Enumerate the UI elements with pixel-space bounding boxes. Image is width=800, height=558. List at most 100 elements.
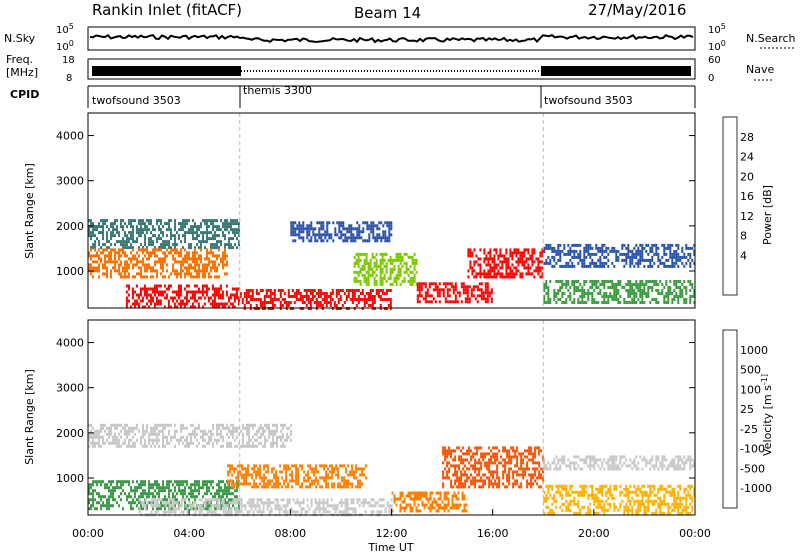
heatmap-cell [110, 483, 112, 486]
heatmap-cell [260, 436, 262, 439]
heatmap-cell [206, 433, 208, 436]
heatmap-cell [569, 265, 571, 268]
heatmap-cell [106, 266, 108, 269]
heatmap-cell [343, 485, 345, 488]
heatmap-cell [521, 260, 523, 263]
heatmap-cell [482, 479, 484, 482]
heatmap-cell [281, 476, 283, 479]
heatmap-cell [484, 452, 486, 455]
heatmap-cell [313, 510, 315, 513]
heatmap-cell [116, 251, 118, 254]
heatmap-cell [398, 256, 400, 259]
heatmap-cell [206, 219, 208, 222]
heatmap-cell [426, 504, 428, 507]
heatmap-cell [495, 248, 497, 251]
heatmap-cell [345, 510, 347, 513]
heatmap-cell [309, 467, 311, 470]
heatmap-cell [214, 260, 216, 263]
heatmap-cell [202, 266, 204, 269]
heatmap-cell [388, 277, 390, 280]
heatmap-cell [398, 253, 400, 256]
heatmap-cell [469, 263, 471, 266]
heatmap-cell [150, 231, 152, 234]
heatmap-cell [306, 298, 308, 301]
heatmap-cell [321, 485, 323, 488]
heatmap-cell [138, 483, 140, 486]
heatmap-cell [230, 492, 232, 495]
heatmap-cell [489, 257, 491, 260]
heatmap-cell [450, 482, 452, 485]
heatmap-cell [174, 248, 176, 251]
heatmap-cell [126, 254, 128, 257]
heatmap-cell [252, 295, 254, 298]
heatmap-cell [212, 486, 214, 489]
heatmap-cell [485, 282, 487, 285]
heatmap-cell [234, 234, 236, 237]
heatmap-cell [665, 280, 667, 283]
heatmap-cell [255, 485, 257, 488]
heatmap-cell [154, 483, 156, 486]
noise-trace [90, 35, 693, 42]
heatmap-cell [623, 253, 625, 256]
heatmap-cell [192, 219, 194, 222]
heatmap-cell [281, 485, 283, 488]
heatmap-cell [585, 280, 587, 283]
heatmap-cell [380, 289, 382, 292]
heatmap-cell [464, 504, 466, 507]
heatmap-cell [506, 452, 508, 455]
heatmap-cell [132, 507, 134, 510]
heatmap-cell [270, 442, 272, 445]
heatmap-cell [603, 250, 605, 253]
heatmap-cell [483, 297, 485, 300]
heatmap-cell [285, 470, 287, 473]
heatmap-cell [306, 227, 308, 230]
heatmap-cell [259, 467, 261, 470]
heatmap-cell [474, 464, 476, 467]
heatmap-cell [206, 480, 208, 483]
heatmap-cell [410, 280, 412, 283]
heatmap-cell [364, 268, 366, 271]
heatmap-cell [245, 479, 247, 482]
heatmap-cell [198, 427, 200, 430]
heatmap-cell [152, 291, 154, 294]
heatmap-cell [257, 473, 259, 476]
heatmap-cell [287, 464, 289, 467]
heatmap-cell [194, 486, 196, 489]
heatmap-cell [512, 476, 514, 479]
heatmap-cell [352, 236, 354, 239]
heatmap-cell [206, 489, 208, 492]
heatmap-cell [519, 260, 521, 263]
heatmap-cell [126, 424, 128, 427]
heatmap-cell [360, 271, 362, 274]
heatmap-cell [504, 461, 506, 464]
heatmap-cell [176, 430, 178, 433]
heatmap-cell [138, 248, 140, 251]
heatmap-cell [234, 231, 236, 234]
heatmap-cell [118, 480, 120, 483]
heatmap-cell [114, 260, 116, 263]
heatmap-cell [296, 227, 298, 230]
heatmap-cell [364, 304, 366, 307]
heatmap-cell [116, 225, 118, 228]
heatmap-cell [673, 250, 675, 253]
heatmap-cell [505, 248, 507, 251]
heatmap-cell [162, 436, 164, 439]
heatmap-cell [275, 485, 277, 488]
heatmap-cell [392, 492, 394, 495]
heatmap-cell [140, 225, 142, 228]
heatmap-cell [675, 259, 677, 262]
heatmap-cell [364, 277, 366, 280]
heatmap-cell [358, 271, 360, 274]
heatmap-cell [673, 295, 675, 298]
heatmap-cell [212, 260, 214, 263]
heatmap-cell [359, 498, 361, 501]
heatmap-cell [635, 244, 637, 247]
heatmap-cell [102, 237, 104, 240]
heatmap-cell [266, 439, 268, 442]
heatmap-cell [667, 265, 669, 268]
heatmap-cell [160, 285, 162, 288]
heatmap-cell [212, 263, 214, 266]
heatmap-cell [518, 485, 520, 488]
heatmap-cell [212, 433, 214, 436]
heatmap-cell [511, 251, 513, 254]
